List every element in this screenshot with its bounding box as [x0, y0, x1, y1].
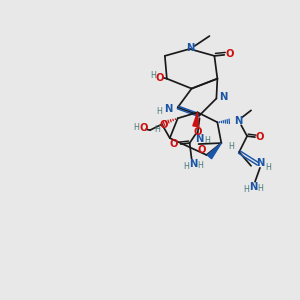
Text: H: H — [265, 163, 271, 172]
Text: H: H — [150, 71, 156, 80]
Text: N: N — [164, 104, 172, 114]
Text: N: N — [219, 92, 227, 101]
Text: N: N — [195, 134, 204, 144]
Text: N: N — [234, 116, 242, 126]
Text: N: N — [249, 182, 257, 192]
Polygon shape — [193, 112, 198, 127]
Text: H: H — [154, 125, 160, 134]
Text: H: H — [156, 107, 162, 116]
Text: N: N — [256, 158, 264, 168]
Text: H: H — [205, 136, 210, 145]
Text: O: O — [169, 139, 178, 149]
Text: O: O — [156, 73, 164, 83]
Text: N: N — [186, 43, 195, 53]
Text: H: H — [184, 162, 190, 171]
Text: O: O — [226, 49, 235, 59]
Text: O: O — [256, 132, 264, 142]
Polygon shape — [207, 143, 221, 159]
Text: O: O — [160, 120, 168, 130]
Text: H: H — [198, 161, 203, 170]
Text: N: N — [189, 159, 198, 169]
Text: O: O — [193, 127, 202, 137]
Text: H: H — [257, 184, 263, 193]
Text: H: H — [243, 185, 249, 194]
Text: O: O — [140, 123, 148, 133]
Text: H: H — [228, 142, 234, 151]
Text: O: O — [197, 145, 206, 155]
Text: H: H — [133, 123, 139, 132]
